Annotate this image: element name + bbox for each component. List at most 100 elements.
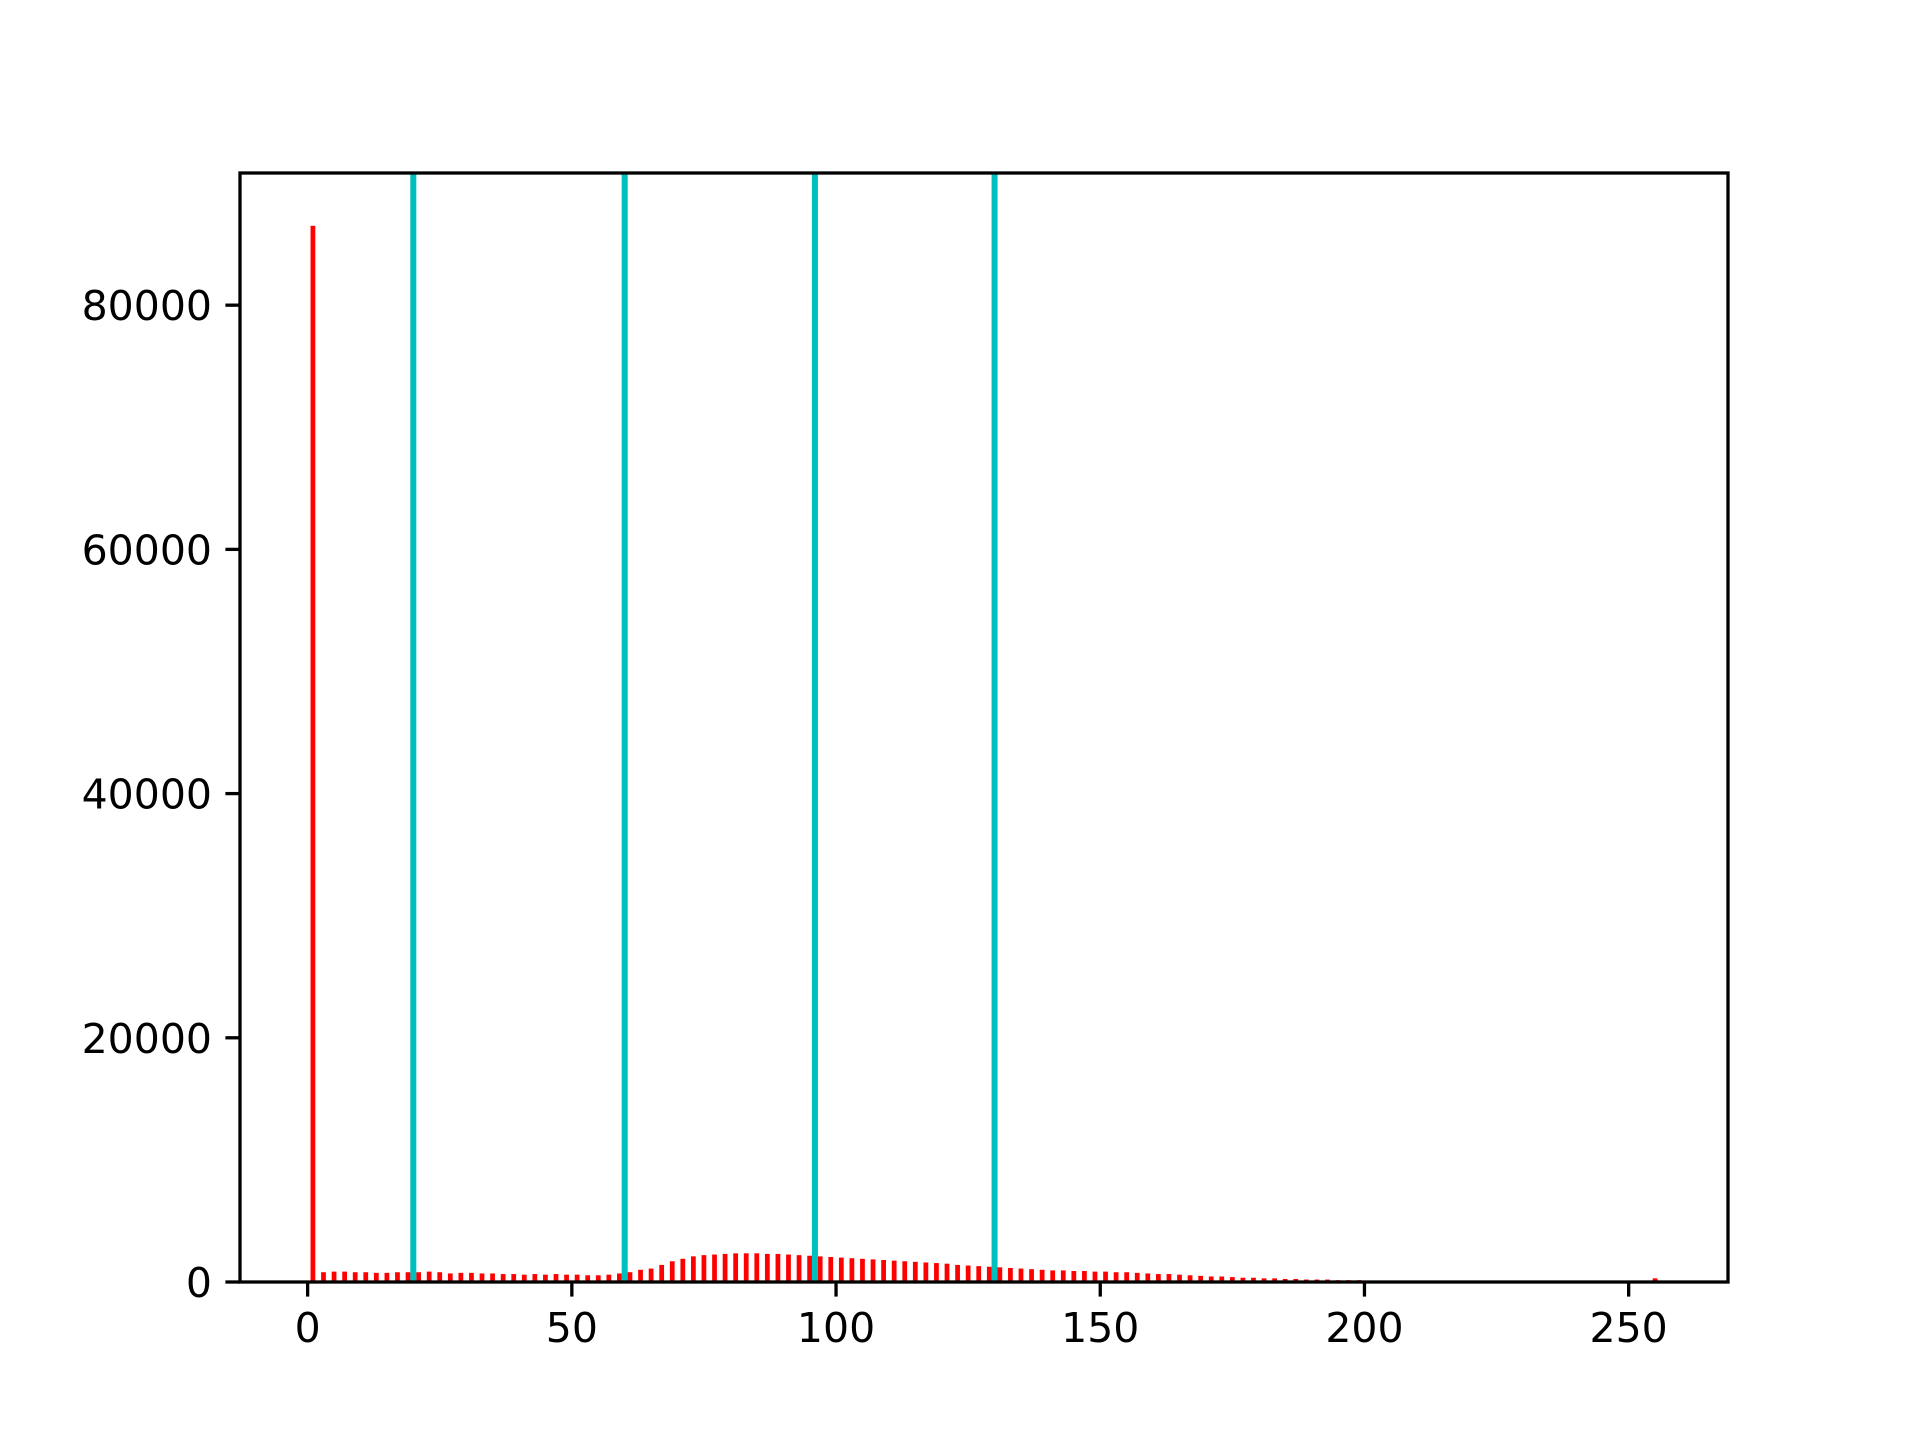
bar — [352, 1272, 358, 1282]
bar — [881, 1260, 886, 1282]
bar — [912, 1261, 918, 1282]
bar — [1029, 1269, 1034, 1282]
bar — [395, 1272, 400, 1282]
bar — [1187, 1275, 1193, 1282]
y-tick-label: 60000 — [82, 526, 212, 574]
bar — [564, 1274, 569, 1282]
bar — [1113, 1272, 1119, 1282]
bar — [1124, 1272, 1130, 1282]
bar — [1145, 1273, 1151, 1282]
x-tick-label: 0 — [295, 1304, 321, 1352]
bar — [1103, 1271, 1108, 1282]
bar — [405, 1272, 411, 1282]
bar — [712, 1254, 717, 1282]
bar — [986, 1266, 992, 1282]
y-tick-label: 0 — [186, 1259, 212, 1307]
bar — [976, 1266, 982, 1282]
bar — [1092, 1271, 1098, 1282]
bar — [479, 1273, 485, 1282]
bar — [722, 1253, 728, 1282]
bar — [754, 1253, 760, 1282]
x-tick-label: 250 — [1590, 1304, 1668, 1352]
x-tick-label: 150 — [1061, 1304, 1139, 1352]
y-tick-label: 80000 — [82, 282, 212, 330]
bar — [796, 1255, 802, 1282]
bar — [817, 1256, 823, 1282]
bar — [648, 1268, 654, 1282]
bar — [1219, 1276, 1225, 1282]
bar — [1039, 1269, 1045, 1282]
bar — [1050, 1270, 1056, 1282]
bar — [606, 1274, 612, 1282]
bar — [669, 1261, 675, 1282]
bar — [617, 1273, 622, 1282]
bar — [500, 1274, 506, 1282]
bar — [1229, 1277, 1235, 1282]
bar — [775, 1253, 781, 1282]
bar — [838, 1257, 844, 1282]
bar — [807, 1255, 813, 1282]
bar — [786, 1254, 791, 1282]
bar — [1652, 1278, 1658, 1282]
bar — [1166, 1274, 1172, 1282]
bar — [764, 1253, 770, 1282]
bar — [849, 1258, 855, 1282]
x-tick-label: 100 — [797, 1304, 875, 1352]
bar — [331, 1271, 337, 1282]
bar — [1060, 1270, 1066, 1282]
bar — [680, 1258, 686, 1282]
bar — [574, 1274, 580, 1282]
bar — [469, 1272, 474, 1282]
bar — [1198, 1275, 1204, 1282]
bar — [1251, 1277, 1256, 1282]
bar — [595, 1275, 601, 1282]
bar — [997, 1267, 1003, 1282]
bar — [870, 1259, 876, 1282]
bar — [363, 1272, 369, 1282]
bar — [1261, 1278, 1267, 1282]
bar — [447, 1273, 453, 1282]
bar — [511, 1274, 517, 1282]
bar — [1208, 1276, 1214, 1282]
bar — [860, 1258, 865, 1282]
bar — [891, 1260, 897, 1282]
bar — [1082, 1271, 1087, 1282]
bar — [1155, 1274, 1161, 1282]
bar — [426, 1271, 432, 1282]
bar — [638, 1269, 643, 1282]
bar — [521, 1274, 527, 1282]
bar — [458, 1272, 464, 1282]
bar — [733, 1253, 739, 1282]
bar — [342, 1271, 348, 1282]
bar — [934, 1263, 939, 1282]
bar — [543, 1274, 548, 1282]
x-tick-label: 200 — [1325, 1304, 1403, 1352]
y-tick-label: 40000 — [82, 771, 212, 819]
y-tick-label: 20000 — [82, 1015, 212, 1063]
x-tick-label: 50 — [546, 1304, 598, 1352]
bar — [690, 1256, 696, 1282]
bar — [1071, 1271, 1077, 1282]
bar — [955, 1264, 960, 1282]
bar — [902, 1261, 908, 1282]
bar — [384, 1272, 390, 1282]
bar — [1018, 1268, 1024, 1282]
bar — [490, 1273, 495, 1282]
bar — [1008, 1267, 1013, 1282]
axes-frame — [238, 171, 1730, 1284]
bar — [437, 1272, 443, 1282]
bar — [310, 225, 316, 1282]
bar — [965, 1265, 971, 1282]
bar — [828, 1256, 834, 1282]
bar — [944, 1263, 950, 1282]
bar — [416, 1272, 421, 1282]
bar — [701, 1255, 707, 1282]
bar — [627, 1272, 633, 1282]
bar — [923, 1262, 929, 1282]
bar — [585, 1275, 591, 1282]
bar — [532, 1274, 538, 1282]
bar — [1134, 1272, 1140, 1282]
bar — [1272, 1278, 1278, 1282]
